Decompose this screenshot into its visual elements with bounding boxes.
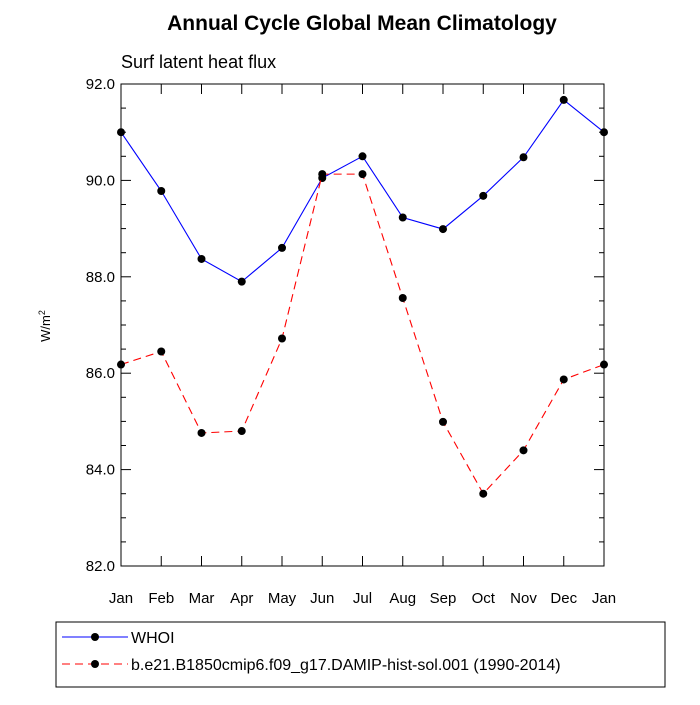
axes: 82.0 84.0 86.0 88.0 90.0 92.0 Jan Feb Mar Apr May J… [86, 76, 616, 607]
x-tick-label: Jan [109, 590, 133, 607]
x-tick-label: Jan [592, 590, 616, 607]
series-1-point [117, 128, 125, 137]
x-tick-label: Nov [510, 590, 537, 607]
series-line-2 [120, 173, 605, 495]
series-2-point [237, 427, 246, 436]
series-1-point [519, 153, 528, 162]
plot-area [117, 95, 608, 498]
series-1-point [600, 128, 608, 137]
legend-marker-1 [91, 633, 99, 641]
series-2-point [117, 360, 125, 369]
x-tick-label: Aug [389, 590, 416, 607]
series-1-point [278, 243, 286, 252]
chart-subtitle: Surf latent heat flux [121, 52, 276, 72]
x-tick-label: Feb [148, 590, 174, 607]
y-tick-label: 88.0 [86, 269, 115, 286]
x-tick-label: Jul [353, 590, 372, 607]
legend-box [55, 621, 666, 688]
series-1-point [439, 225, 447, 234]
series-1-point [157, 187, 166, 196]
series-1-point [398, 213, 407, 222]
legend-marker-2 [91, 660, 99, 668]
y-tick-label: 90.0 [86, 172, 115, 189]
y-axis-label-text: W/m [38, 315, 53, 342]
legend-label-1: WHOI [131, 630, 175, 647]
y-tick-label: 92.0 [86, 76, 115, 93]
series-2-point [157, 347, 166, 356]
series-2-point [278, 334, 286, 343]
y-axis-label: W/m2 [37, 310, 53, 342]
y-tick-label: 82.0 [86, 558, 115, 575]
series-1-point [197, 254, 206, 263]
series-1-point [559, 95, 568, 104]
series-1-point [479, 191, 488, 200]
x-tick-label: Dec [550, 590, 577, 607]
x-tick-label: Apr [230, 590, 253, 607]
series-line-1 [120, 99, 605, 283]
series-2-point [519, 446, 528, 455]
x-tick-label: Oct [472, 590, 496, 607]
legend: WHOI b.e21.B1850cmip6.f09_g17.DAMIP-hist-… [62, 630, 561, 674]
series-2-point [197, 428, 206, 437]
x-tick-label: Jun [310, 590, 334, 607]
series-2-point [600, 360, 608, 369]
series-2-point [559, 375, 568, 384]
y-axis-label-superscript: 2 [37, 310, 47, 315]
x-tick-label: Sep [430, 590, 457, 607]
y-tick-label: 84.0 [86, 462, 115, 479]
series-2-point [398, 294, 407, 303]
legend-label-2: b.e21.B1850cmip6.f09_g17.DAMIP-hist-sol.… [131, 657, 561, 674]
x-tick-label: May [268, 590, 297, 607]
series-2-point [358, 170, 367, 179]
series-1-point [237, 277, 246, 286]
series-2-point [479, 489, 488, 498]
chart-title: Annual Cycle Global Mean Climatology [167, 12, 557, 35]
series-2-point [318, 170, 327, 179]
series-2-point [439, 417, 447, 426]
series-1-point [358, 152, 367, 161]
y-tick-label: 86.0 [86, 365, 115, 382]
x-tick-label: Mar [189, 590, 215, 607]
